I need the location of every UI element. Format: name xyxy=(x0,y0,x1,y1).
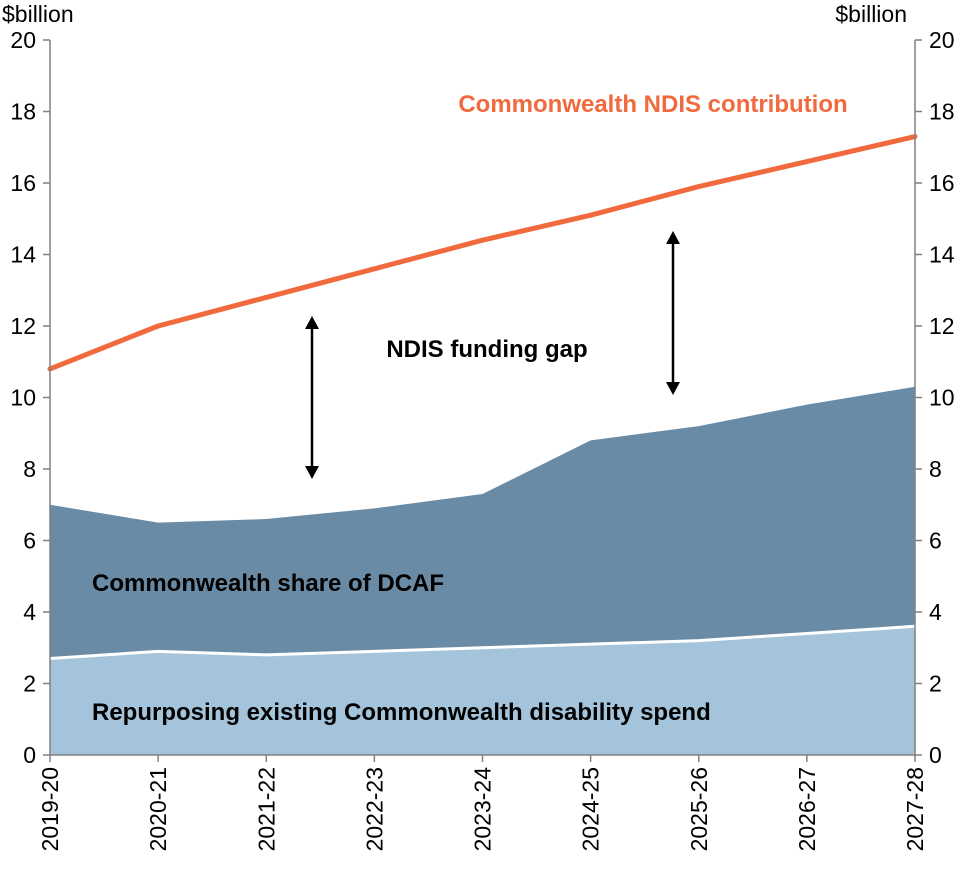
y-tick-label-right: 4 xyxy=(929,599,942,625)
y-tick-label-right: 16 xyxy=(929,170,955,196)
y-tick-label-left: 8 xyxy=(23,456,36,482)
y-tick-label-left: 10 xyxy=(10,385,36,411)
x-tick-label: 2024-25 xyxy=(578,767,604,851)
y-tick-label-right: 2 xyxy=(929,671,942,697)
x-tick-label: 2022-23 xyxy=(361,767,387,851)
y-tick-label-right: 14 xyxy=(929,242,955,268)
y-tick-label-left: 18 xyxy=(10,99,36,125)
funding-gap-arrow-left xyxy=(305,316,319,479)
x-tick-label: 2025-26 xyxy=(686,767,712,851)
stacked-areas xyxy=(49,386,916,755)
y-tick-label-right: 20 xyxy=(929,27,955,53)
y-tick-label-right: 8 xyxy=(929,456,942,482)
series-label-ndis-contribution: Commonwealth NDIS contribution xyxy=(458,91,847,118)
x-tick-label: 2027-28 xyxy=(902,767,928,851)
x-tick-label: 2019-20 xyxy=(37,767,63,851)
y-tick-label-left: 0 xyxy=(23,742,36,768)
area-repurposing-disability-spend xyxy=(50,626,915,755)
x-tick-label: 2026-27 xyxy=(794,767,820,851)
y-tick-label-right: 6 xyxy=(929,528,942,554)
y-tick-label-left: 14 xyxy=(10,242,36,268)
series-label-dcaf: Commonwealth share of DCAF xyxy=(92,570,444,597)
y-tick-label-left: 12 xyxy=(10,313,36,339)
area-boundary-line xyxy=(49,624,916,660)
y-tick-label-left: 2 xyxy=(23,671,36,697)
y-unit-right: $billion xyxy=(835,1,907,27)
funding-gap-label: NDIS funding gap xyxy=(386,336,587,363)
x-tick-label: 2020-21 xyxy=(145,767,171,851)
series-label-repurposing: Repurposing existing Commonwealth disabi… xyxy=(92,699,711,726)
x-tick-label: 2021-22 xyxy=(253,767,279,851)
y-tick-label-left: 4 xyxy=(23,599,36,625)
ndis-contribution-line-group xyxy=(47,134,918,372)
y-tick-label-left: 16 xyxy=(10,170,36,196)
y-unit-left: $billion xyxy=(2,1,74,27)
funding-gap-arrow-right xyxy=(666,231,680,395)
y-tick-label-left: 6 xyxy=(23,528,36,554)
y-tick-label-left: 20 xyxy=(10,27,36,53)
y-tick-label-right: 0 xyxy=(929,742,942,768)
axes: 0 0 2 2 4 4 6 6 8 8 10 10 12 12 14 14 16 16 18 18 20 20 2019-2… xyxy=(10,27,954,851)
y-tick-label-right: 12 xyxy=(929,313,955,339)
area-commonwealth-dcaf xyxy=(50,386,915,659)
line-commonwealth-ndis-contribution xyxy=(47,134,918,372)
x-tick-label: 2023-24 xyxy=(470,767,496,852)
y-tick-label-right: 10 xyxy=(929,385,955,411)
funding-gap-arrows xyxy=(305,231,680,479)
y-tick-label-right: 18 xyxy=(929,99,955,125)
